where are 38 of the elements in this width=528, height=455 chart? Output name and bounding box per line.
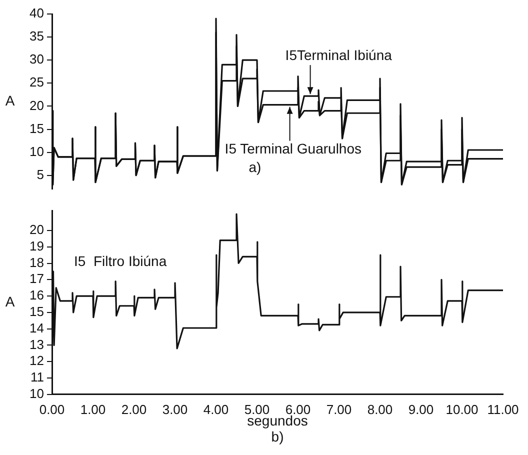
y-tick-label: 15 [30,304,44,320]
x-tick-label: 1.00 [80,402,106,417]
y-tick-label: 40 [30,6,44,21]
y-tick-label: 25 [30,74,44,90]
x-tick-label: 4.00 [203,402,229,417]
y-tick-label: 10 [30,144,44,159]
y-tick-label: 11 [30,370,44,385]
annotation: I5Terminal Ibiúna [285,46,392,63]
x-tick-label: 6.00 [285,402,311,417]
series-label: I5 Filtro Ibiúna [74,253,167,270]
y-tick-label: 20 [30,98,44,113]
annotation: I5 Terminal Guarulhos [224,140,362,157]
x-tick-label: 5.00 [244,402,270,417]
y-tick-label: 10 [30,386,44,401]
y-tick-label: 18 [30,254,44,270]
y-tick-label: 15 [30,120,44,136]
y-axis-title: A [5,92,16,108]
text: b) [271,428,284,444]
x-tick-label: 8.00 [367,402,393,417]
y-tick-label: 12 [30,353,44,368]
y-tick-label: 5 [36,166,44,182]
y-tick-label: 13 [30,336,44,352]
y-tick-label: 35 [30,28,44,44]
x-tick-label: 10.00 [446,402,478,417]
x-tick-label: 7.00 [326,402,352,417]
y-tick-label: 16 [30,288,44,303]
x-tick-label: 9.00 [408,402,434,417]
x-tick-label: 3.00 [162,402,188,417]
y-tick-label: 30 [30,52,44,67]
y-axis-title: A [5,293,16,310]
y-tick-label: 20 [30,222,44,238]
x-tick-label: 11.00 [487,402,519,417]
y-tick-label: 19 [30,238,44,254]
y-tick-label: 17 [30,271,44,286]
annotation: a) [248,159,262,176]
y-tick-label: 14 [30,320,44,336]
x-tick-label: 2.00 [121,402,147,417]
x-tick-label: 0.00 [39,402,65,417]
